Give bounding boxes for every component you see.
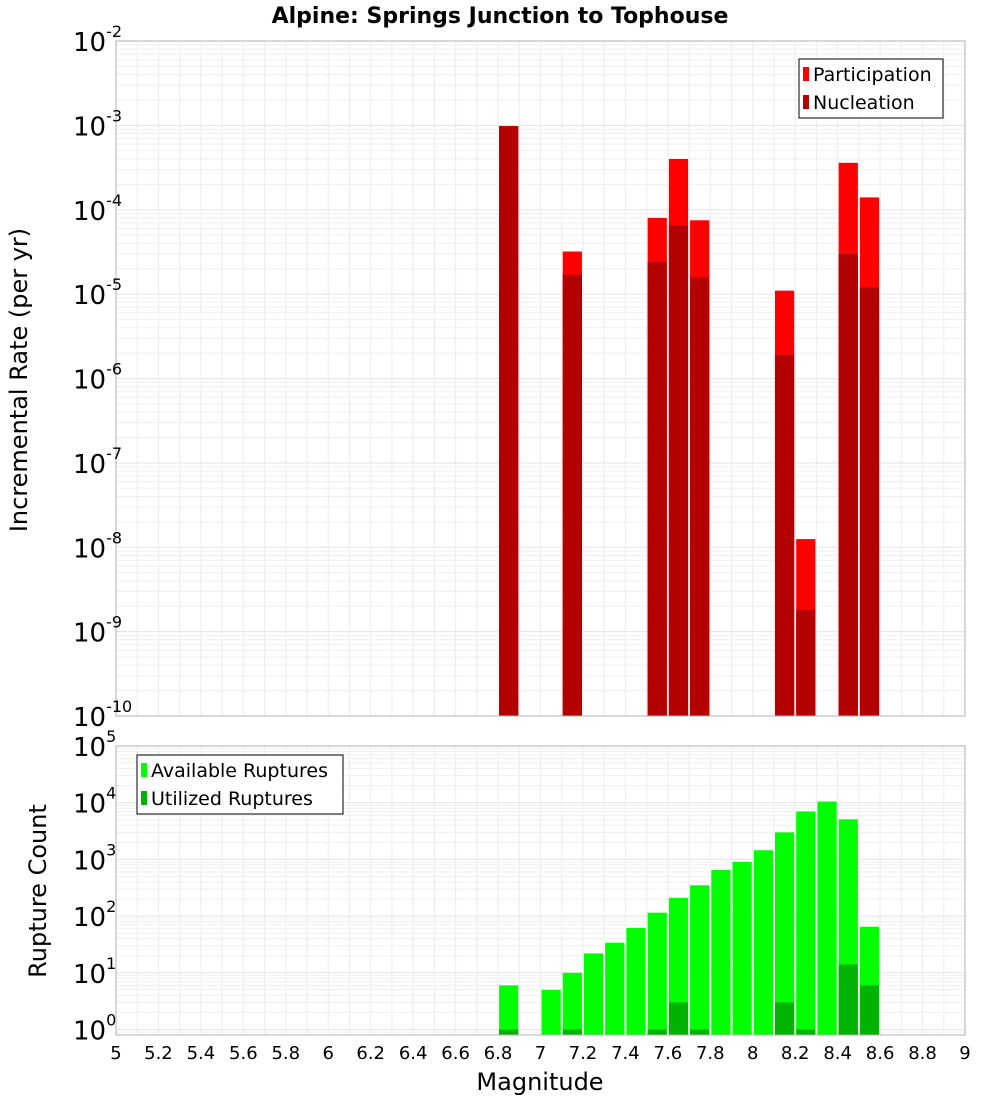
y-tick-label: 10-8 [73, 528, 122, 564]
y-tick-label: 102 [73, 897, 116, 933]
legend-layer: Participation Nucleation Available Rupture… [136, 58, 944, 815]
y-tick-label: 10-9 [73, 613, 122, 649]
bar-inner-nucleation [796, 610, 816, 716]
y-tick-label: 10-6 [73, 360, 122, 396]
plot-frame [115, 40, 966, 717]
legend-entry: Available Ruptures [151, 760, 328, 782]
y-tick-label: 10-2 [73, 22, 122, 58]
legend-swatch [803, 95, 809, 109]
bar-available-ruptures [732, 861, 752, 1035]
x-tick-label: 6.4 [399, 1043, 428, 1064]
legend-box [798, 58, 944, 119]
x-tick-label: 6 [323, 1043, 334, 1064]
x-tick-label: 7.2 [569, 1043, 598, 1064]
legend-swatch [141, 763, 147, 777]
bar-available-ruptures [562, 972, 582, 1035]
y-tick-label: 103 [73, 840, 116, 876]
bar-available-ruptures [647, 912, 667, 1035]
bar-available-ruptures [774, 832, 795, 1035]
bar-inner-utilized-ruptures [647, 1029, 667, 1035]
y-tick-label: 104 [73, 784, 116, 820]
x-tick-label: 9 [959, 1043, 970, 1064]
bar-inner-utilized-ruptures [690, 1029, 710, 1035]
x-tick-label: 8.6 [866, 1043, 895, 1064]
y-tick-label: 101 [73, 954, 116, 990]
frame-layer [115, 40, 966, 1036]
grid-layer [115, 40, 966, 1036]
bar-inner-utilized-ruptures [796, 1029, 816, 1035]
bar-available-ruptures [605, 942, 625, 1035]
bar-inner-nucleation [690, 276, 710, 716]
bar-available-ruptures [753, 850, 773, 1035]
bottom-y-axis-label: Rupture Count [24, 804, 52, 978]
tick-labels-layer: 10-10 10-9 10-8 10-7 10-6 10-5 10-4 10-3 10-2 100… [73, 22, 971, 1064]
bar-available-ruptures [626, 927, 646, 1035]
y-tick-label: 10-7 [73, 444, 122, 480]
bar-available-ruptures [499, 985, 519, 1035]
bar-available-ruptures [817, 801, 837, 1035]
y-tick-label: 10-10 [73, 697, 132, 733]
bar-inner-utilized-ruptures [838, 964, 858, 1035]
top-y-axis-label: Incremental Rate (per yr) [5, 228, 33, 532]
legend-entry: Nucleation [813, 92, 915, 114]
bar-inner-utilized-ruptures [774, 1002, 795, 1035]
bar-available-ruptures [541, 989, 561, 1035]
bar-inner-nucleation [668, 225, 689, 716]
x-tick-label: 5 [110, 1043, 121, 1064]
bar-inner-nucleation [562, 274, 582, 716]
x-tick-label: 5.4 [187, 1043, 216, 1064]
bar-inner-nucleation [499, 126, 519, 717]
legend-swatch [141, 791, 147, 805]
bar-inner-nucleation [838, 253, 858, 716]
x-tick-label: 5.8 [271, 1043, 300, 1064]
x-tick-label: 7.8 [696, 1043, 725, 1064]
x-axis-label: Magnitude [476, 1068, 603, 1096]
bar-inner-utilized-ruptures [562, 1029, 582, 1035]
y-tick-label: 100 [73, 1011, 116, 1047]
bar-inner-utilized-ruptures [499, 1029, 519, 1035]
x-tick-label: 8.4 [823, 1043, 852, 1064]
x-tick-label: 8.8 [908, 1043, 937, 1064]
bars-layer [499, 126, 880, 1035]
y-tick-label: 10-5 [73, 275, 122, 311]
chart-title: Alpine: Springs Junction to Tophouse [272, 4, 729, 29]
x-tick-label: 5.6 [229, 1043, 258, 1064]
bar-inner-utilized-ruptures [668, 1002, 689, 1035]
plot-frame [115, 745, 966, 1036]
legend-box [136, 754, 344, 815]
bar-available-ruptures [690, 885, 710, 1035]
x-tick-label: 7 [535, 1043, 546, 1064]
bar-available-ruptures [668, 897, 689, 1035]
y-tick-label: 10-3 [73, 106, 122, 142]
bar-available-ruptures [711, 870, 731, 1035]
x-tick-label: 8.2 [781, 1043, 810, 1064]
x-tick-label: 7.6 [654, 1043, 683, 1064]
legend-entry: Participation [813, 64, 932, 86]
x-tick-label: 5.2 [144, 1043, 173, 1064]
x-tick-label: 6.6 [441, 1043, 470, 1064]
bar-available-ruptures [796, 811, 816, 1035]
bar-available-ruptures [583, 953, 604, 1035]
bar-inner-nucleation [859, 287, 880, 716]
legend-swatch [803, 67, 809, 81]
bar-inner-nucleation [647, 262, 667, 716]
y-tick-label: 10-4 [73, 191, 122, 227]
x-tick-label: 7.4 [611, 1043, 640, 1064]
y-tick-label: 105 [73, 727, 116, 763]
x-tick-label: 8 [747, 1043, 758, 1064]
bar-inner-utilized-ruptures [859, 985, 880, 1035]
bar-inner-nucleation [774, 354, 795, 716]
legend-entry: Utilized Ruptures [151, 788, 313, 810]
x-tick-label: 6.8 [484, 1043, 513, 1064]
x-tick-label: 6.2 [356, 1043, 385, 1064]
